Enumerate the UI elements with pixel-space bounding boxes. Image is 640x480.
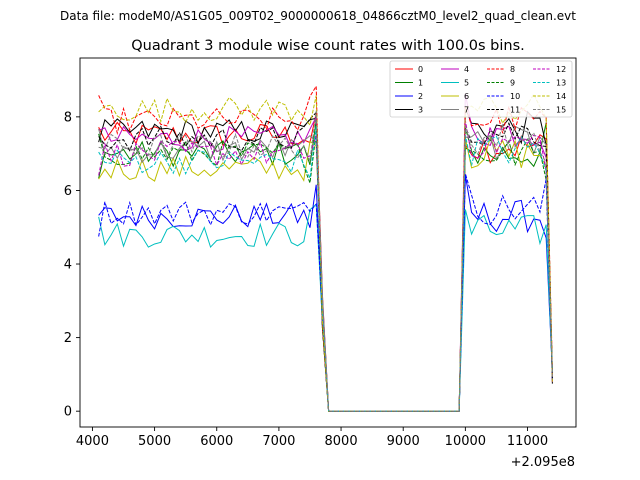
x-tick-label: 11000 xyxy=(507,434,548,449)
series-lines xyxy=(98,84,553,412)
legend-entry-14: 14 xyxy=(533,92,566,101)
legend-entry-8: 8 xyxy=(487,65,515,74)
legend-label: 6 xyxy=(464,92,469,101)
legend-label: 2 xyxy=(418,92,423,101)
legend-label: 0 xyxy=(418,65,423,74)
legend-label: 13 xyxy=(556,79,566,88)
y-tick-label: 8 xyxy=(64,110,72,125)
legend-entry-13: 13 xyxy=(533,79,566,88)
x-tick-label: 4000 xyxy=(76,434,109,449)
legend-label: 11 xyxy=(510,106,520,115)
legend-label: 12 xyxy=(556,65,566,74)
legend-entry-4: 4 xyxy=(441,65,469,74)
legend-label: 3 xyxy=(418,106,423,115)
legend-entry-11: 11 xyxy=(487,106,520,115)
legend-entry-9: 9 xyxy=(487,79,515,88)
x-tick-label: 6000 xyxy=(200,434,233,449)
y-tick-label: 6 xyxy=(64,184,72,199)
legend-label: 10 xyxy=(510,92,520,101)
chart-title: Quadrant 3 module wise count rates with … xyxy=(131,38,525,54)
legend-entry-0: 0 xyxy=(395,65,423,74)
legend-label: 7 xyxy=(464,106,469,115)
x-tick-label: 9000 xyxy=(387,434,420,449)
legend-label: 14 xyxy=(556,92,566,101)
y-axis-ticks: 0 2 4 6 8 xyxy=(64,110,80,420)
y-tick-label: 0 xyxy=(64,405,72,420)
x-tick-label: 10000 xyxy=(445,434,486,449)
chart-suptitle: Data file: modeM0/AS1G05_009T02_90000006… xyxy=(60,9,576,23)
legend-entry-2: 2 xyxy=(395,92,423,101)
x-axis-ticks: 4000 5000 6000 7000 8000 9000 10000 11000 xyxy=(76,427,548,449)
y-tick-label: 2 xyxy=(64,331,72,346)
legend-entry-12: 12 xyxy=(533,65,566,74)
x-tick-label: 5000 xyxy=(138,434,171,449)
y-tick-label: 4 xyxy=(64,258,72,273)
legend-entry-5: 5 xyxy=(441,79,469,88)
legend-label: 4 xyxy=(464,65,469,74)
x-tick-label: 8000 xyxy=(325,434,358,449)
legend-entry-6: 6 xyxy=(441,92,469,101)
legend-box xyxy=(389,60,573,118)
legend-entry-7: 7 xyxy=(441,106,469,115)
legend-label: 5 xyxy=(464,79,469,88)
series-line-15 xyxy=(98,110,553,412)
axes-frame xyxy=(79,57,577,428)
legend-label: 8 xyxy=(510,65,515,74)
legend-entry-10: 10 xyxy=(487,92,520,101)
legend-entry-3: 3 xyxy=(395,106,423,115)
legend-label: 1 xyxy=(418,79,423,88)
plot-area xyxy=(79,57,577,428)
legend-label: 15 xyxy=(556,106,566,115)
x-tick-label: 7000 xyxy=(262,434,295,449)
legend-entry-15: 15 xyxy=(533,106,566,115)
x-axis-offset-label: +2.095e8 xyxy=(511,455,575,470)
legend-entry-1: 1 xyxy=(395,79,423,88)
legend-label: 9 xyxy=(510,79,515,88)
